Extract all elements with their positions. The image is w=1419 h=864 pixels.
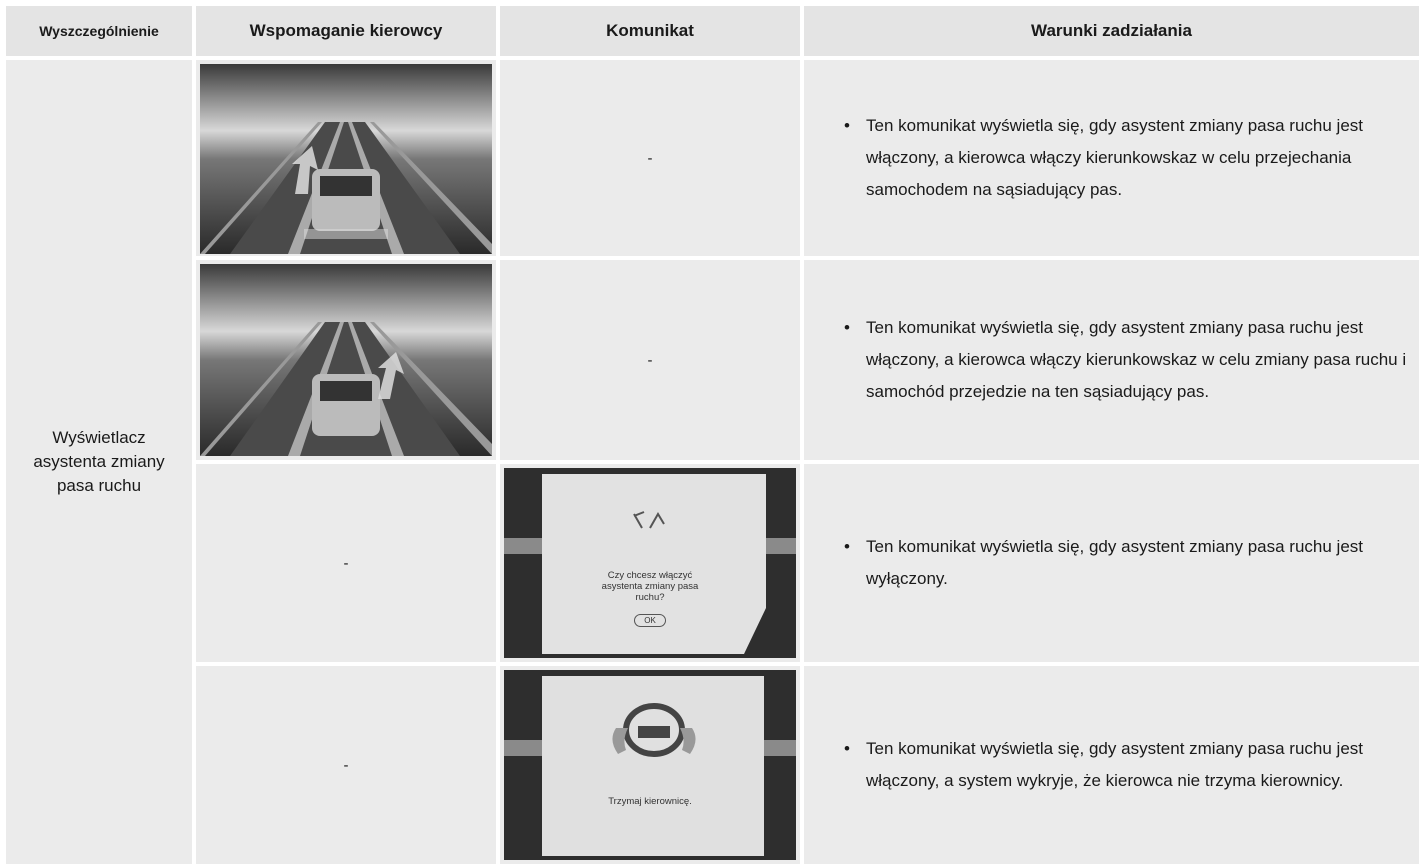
road-image (200, 64, 492, 254)
message-cell: - (500, 260, 800, 460)
group-label: Wyświetlacz asystenta zmiany pasa ruchu (33, 428, 165, 495)
message-cell: Czy chcesz włączyć asystenta zmiany pasa… (500, 464, 800, 662)
group-cell: Wyświetlacz asystenta zmiany pasa ruchu (6, 60, 192, 864)
message-dash: - (647, 351, 653, 369)
header-cell: Warunki zadziałania (804, 6, 1419, 56)
header-cell: Wyszczególnienie (6, 6, 192, 56)
assist-cell: - (196, 666, 496, 864)
condition-text: Ten komunikat wyświetla się, gdy asysten… (844, 531, 1419, 595)
message-cell: Trzymaj kierownicę. (500, 666, 800, 864)
message-dash: - (647, 149, 653, 167)
warning-text: Trzymaj kierownicę. (608, 796, 692, 807)
ok-button: OK (634, 614, 666, 627)
assist-dash: - (343, 554, 349, 572)
prompt-image: Czy chcesz włączyć asystenta zmiany pasa… (504, 468, 796, 658)
prompt-button-wrap: OK (504, 614, 796, 627)
condition-text: Ten komunikat wyświetla się, gdy asysten… (844, 312, 1419, 408)
prompt-text: Czy chcesz włączyć asystenta zmiany pasa… (601, 570, 699, 603)
assist-cell: - (196, 464, 496, 662)
condition-list: Ten komunikat wyświetla się, gdy asysten… (844, 110, 1419, 206)
warning-image: Trzymaj kierownicę. (504, 670, 796, 860)
condition-cell: Ten komunikat wyświetla się, gdy asysten… (804, 464, 1419, 662)
message-cell: - (500, 60, 800, 256)
condition-list: Ten komunikat wyświetla się, gdy asysten… (844, 312, 1419, 408)
condition-cell: Ten komunikat wyświetla się, gdy asysten… (804, 260, 1419, 460)
condition-list: Ten komunikat wyświetla się, gdy asysten… (844, 733, 1419, 797)
header-cell: Wspomaganie kierowcy (196, 6, 496, 56)
condition-cell: Ten komunikat wyświetla się, gdy asysten… (804, 60, 1419, 256)
road-scene (200, 264, 492, 456)
condition-text: Ten komunikat wyświetla się, gdy asysten… (844, 110, 1419, 206)
condition-list: Ten komunikat wyświetla się, gdy asysten… (844, 531, 1419, 595)
road-scene (200, 64, 492, 254)
assist-cell (196, 260, 496, 460)
assist-dash: - (343, 756, 349, 774)
warning-scene (504, 670, 796, 860)
header-cell: Komunikat (500, 6, 800, 56)
road-image (200, 264, 492, 456)
assist-cell (196, 60, 496, 256)
condition-cell: Ten komunikat wyświetla się, gdy asysten… (804, 666, 1419, 864)
condition-text: Ten komunikat wyświetla się, gdy asysten… (844, 733, 1419, 797)
prompt-scene (504, 468, 796, 658)
